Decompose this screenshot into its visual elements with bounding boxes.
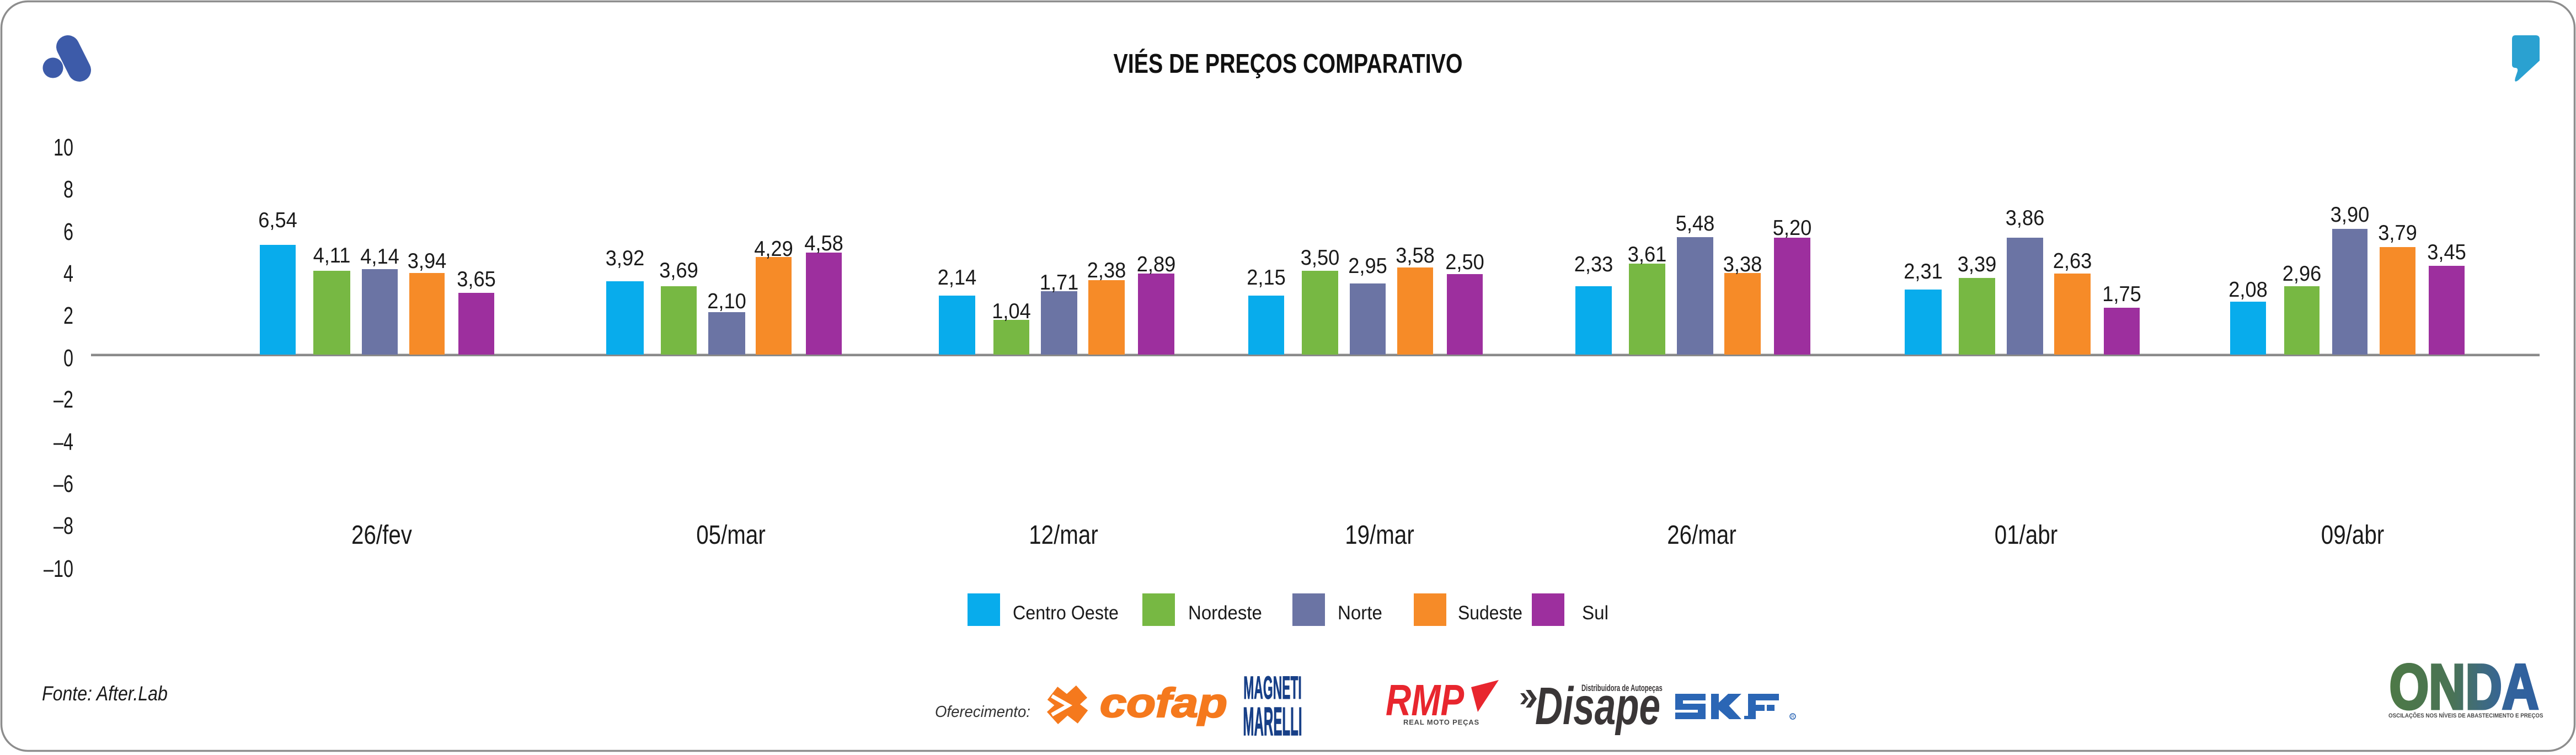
svg-text:3,45: 3,45 <box>2427 240 2466 264</box>
svg-text:1,71: 1,71 <box>1040 270 1079 294</box>
svg-text:–10: –10 <box>44 555 73 582</box>
svg-text:Fonte: After.Lab: Fonte: After.Lab <box>42 683 168 705</box>
svg-text:–2: –2 <box>54 386 73 413</box>
svg-text:3,50: 3,50 <box>1301 245 1340 269</box>
svg-text:1,04: 1,04 <box>992 299 1031 323</box>
svg-text:4,14: 4,14 <box>360 244 399 268</box>
svg-text:3,94: 3,94 <box>408 249 447 272</box>
svg-text:3,69: 3,69 <box>659 258 698 282</box>
svg-text:OSCILAÇÕES NOS NÍVEIS DE ABAST: OSCILAÇÕES NOS NÍVEIS DE ABASTECIMENTO E… <box>2388 711 2543 719</box>
svg-text:3,86: 3,86 <box>2006 206 2045 229</box>
svg-text:1,75: 1,75 <box>2102 282 2141 306</box>
svg-text:5,20: 5,20 <box>1773 216 1812 239</box>
svg-text:01/abr: 01/abr <box>1995 521 2058 550</box>
svg-text:MARELLI: MARELLI <box>1243 700 1302 744</box>
svg-text:2,08: 2,08 <box>2228 277 2268 301</box>
svg-text:2,15: 2,15 <box>1247 265 1286 289</box>
svg-text:ONDA: ONDA <box>2390 652 2539 722</box>
svg-text:2,33: 2,33 <box>1574 252 1613 276</box>
svg-text:10: 10 <box>54 134 73 161</box>
svg-text:cofap: cofap <box>1100 681 1227 726</box>
svg-text:–8: –8 <box>54 512 73 539</box>
svg-text:3,92: 3,92 <box>606 246 645 270</box>
svg-text:2,10: 2,10 <box>707 289 746 313</box>
svg-text:–6: –6 <box>54 470 73 497</box>
svg-text:2,96: 2,96 <box>2283 261 2322 285</box>
svg-text:Sudeste: Sudeste <box>1458 603 1522 624</box>
svg-text:2,50: 2,50 <box>1445 250 1484 274</box>
svg-text:3,39: 3,39 <box>1958 252 1997 276</box>
svg-text:6: 6 <box>63 218 73 245</box>
svg-text:5,48: 5,48 <box>1676 211 1715 235</box>
svg-text:4,58: 4,58 <box>804 231 843 255</box>
svg-text:3,61: 3,61 <box>1628 242 1667 266</box>
svg-text:REAL MOTO PEÇAS: REAL MOTO PEÇAS <box>1403 718 1479 726</box>
svg-text:26/mar: 26/mar <box>1667 521 1736 550</box>
svg-text:2,31: 2,31 <box>1904 259 1943 283</box>
svg-text:Centro Oeste: Centro Oeste <box>1013 603 1119 624</box>
svg-text:3,58: 3,58 <box>1396 243 1435 267</box>
svg-text:R: R <box>1791 714 1794 719</box>
svg-text:8: 8 <box>63 176 73 203</box>
svg-text:3,38: 3,38 <box>1723 252 1762 276</box>
svg-text:26/fev: 26/fev <box>351 521 413 550</box>
svg-text:12/mar: 12/mar <box>1029 521 1098 550</box>
svg-text:2,38: 2,38 <box>1087 258 1126 282</box>
svg-text:Norte: Norte <box>1338 602 1382 624</box>
svg-text:2: 2 <box>63 302 73 329</box>
svg-text:05/mar: 05/mar <box>696 521 766 550</box>
svg-text:2,63: 2,63 <box>2053 249 2092 272</box>
svg-text:2,89: 2,89 <box>1137 252 1176 276</box>
svg-text:2,95: 2,95 <box>1348 254 1387 277</box>
svg-text:4,29: 4,29 <box>754 237 793 260</box>
svg-text:VIÉS DE PREÇOS COMPARATIVO: VIÉS DE PREÇOS COMPARATIVO <box>1113 49 1462 79</box>
svg-text:3,79: 3,79 <box>2378 221 2417 244</box>
svg-text:Disape: Disape <box>1535 676 1660 736</box>
svg-text:4: 4 <box>63 260 73 287</box>
svg-text:Sul: Sul <box>1582 602 1608 624</box>
svg-text:0: 0 <box>63 345 73 372</box>
svg-text:–4: –4 <box>54 429 73 456</box>
svg-text:6,54: 6,54 <box>258 208 297 232</box>
svg-text:Nordeste: Nordeste <box>1188 602 1262 624</box>
svg-text:4,11: 4,11 <box>313 243 351 267</box>
svg-text:19/mar: 19/mar <box>1345 521 1414 550</box>
svg-text:MAGNETI: MAGNETI <box>1243 671 1302 706</box>
svg-text:RMP: RMP <box>1386 676 1465 725</box>
svg-text:09/abr: 09/abr <box>2321 521 2385 550</box>
svg-text:Distribuidora de Autopeças: Distribuidora de Autopeças <box>1581 683 1663 694</box>
svg-text:3,65: 3,65 <box>457 267 496 291</box>
svg-text:3,90: 3,90 <box>2331 202 2370 226</box>
svg-text:Oferecimento:: Oferecimento: <box>935 702 1030 720</box>
svg-text:2,14: 2,14 <box>938 265 977 289</box>
